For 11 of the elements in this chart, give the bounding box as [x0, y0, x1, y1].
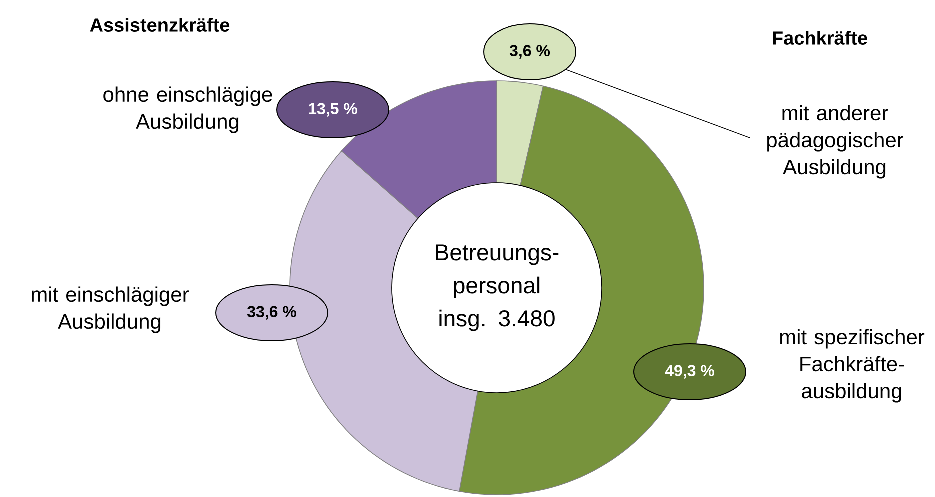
slice-label: mit anderer pädagogischer Ausbildung [767, 105, 904, 179]
data-label: 33,6 % [247, 306, 296, 320]
data-label: 3,6 % [510, 45, 550, 59]
slice-label: ohne einschlägige Ausbildung [104, 86, 272, 134]
text: Betreuungs-personal insg. 3.480 [436, 244, 559, 332]
text: Fachkräfte [773, 31, 868, 45]
slice-label: mit einschlägiger Ausbildung [32, 286, 189, 334]
data-label: 49,3 % [665, 365, 714, 379]
slice-label: mit spezifischer Fachkräfte-ausbildung [780, 329, 925, 403]
text: Assistenzkräfte [90, 18, 230, 32]
data-label: 13,5 % [309, 103, 358, 117]
